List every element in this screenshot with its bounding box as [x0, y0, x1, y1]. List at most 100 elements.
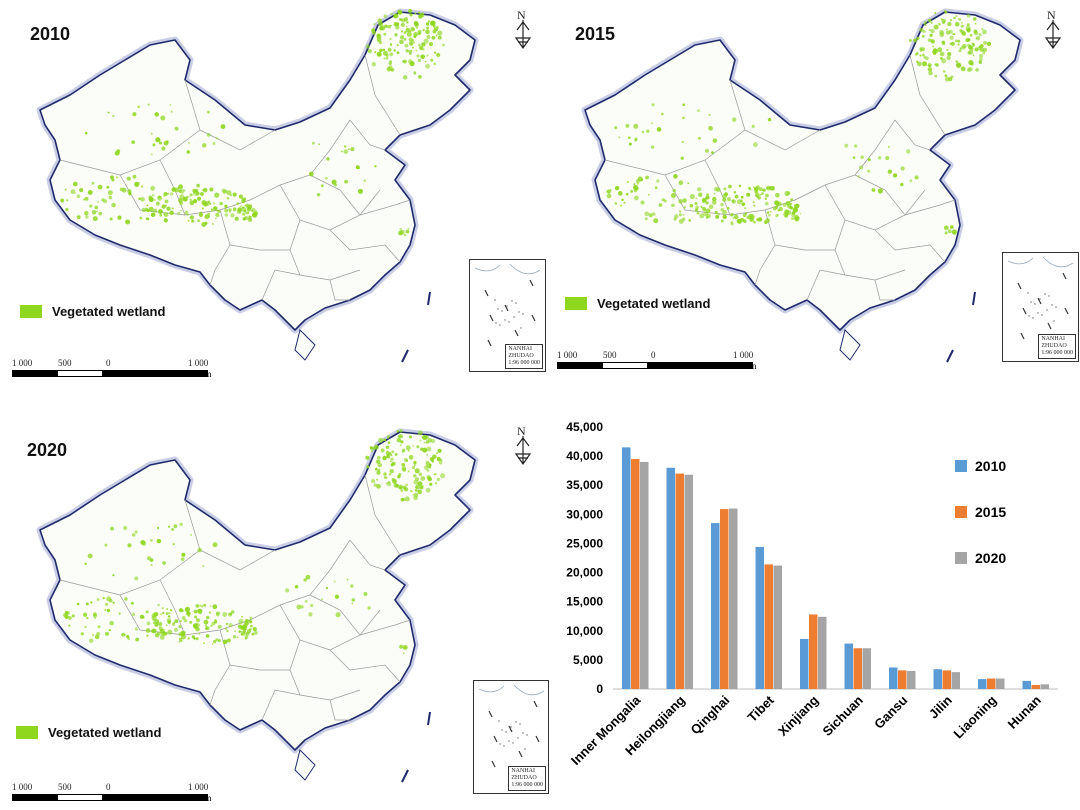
- wetland-patch: [765, 193, 769, 198]
- wetland-patch: [417, 58, 421, 63]
- taiwan-island: [972, 291, 976, 306]
- wetland-patch: [413, 32, 418, 37]
- wetland-patch: [138, 197, 141, 201]
- wetland-patch: [401, 463, 405, 467]
- y-tick-label: 40,000: [566, 449, 603, 463]
- island-dot: [1037, 312, 1039, 314]
- wetland-patch: [958, 49, 962, 53]
- wetland-patch: [957, 39, 961, 43]
- wetland-patch: [84, 196, 89, 201]
- wetland-patch: [413, 464, 416, 467]
- wetland-patch: [145, 628, 151, 633]
- wetland-patch: [321, 184, 324, 188]
- wetland-patch: [871, 188, 876, 192]
- wetland-patch: [199, 604, 202, 607]
- wetland-patch: [647, 193, 650, 196]
- wetland-patch: [178, 640, 181, 643]
- wetland-patch: [789, 202, 793, 206]
- wetland-patch: [983, 40, 988, 45]
- wetland-patch: [654, 186, 658, 190]
- wetland-patch: [722, 193, 728, 199]
- wetland-patch: [178, 625, 182, 629]
- wetland-patch: [222, 639, 228, 645]
- wetland-patch: [154, 622, 159, 627]
- wetland-patch: [640, 178, 643, 182]
- wetland-patch: [211, 621, 216, 626]
- wetland-patch: [149, 195, 153, 199]
- wetland-patch: [436, 52, 441, 57]
- wetland-patch: [606, 189, 611, 194]
- wetland-patch: [106, 185, 110, 189]
- island-dot: [495, 322, 497, 324]
- wetland-patch: [366, 465, 370, 469]
- wetland-patch: [770, 186, 775, 191]
- scale-unit: km: [200, 369, 212, 379]
- wetland-patch: [187, 219, 190, 222]
- wetland-patch: [959, 47, 962, 50]
- wetland-patch: [700, 205, 702, 208]
- wetland-patch: [398, 472, 402, 476]
- wetland-patch: [234, 630, 236, 632]
- wetland-patch: [183, 631, 186, 634]
- wetland-patch: [197, 196, 202, 201]
- country-border: [39, 431, 476, 751]
- wetland-patch: [746, 192, 751, 197]
- wetland-patch: [374, 165, 377, 168]
- wetland-patch: [383, 438, 387, 442]
- wetland-patch: [389, 60, 392, 63]
- wetland-patch: [726, 197, 731, 202]
- wetland-patch: [408, 50, 412, 54]
- wetland-patch: [756, 185, 760, 189]
- wetland-patch: [101, 198, 105, 202]
- wetland-patch: [680, 156, 684, 160]
- wetland-patch: [156, 631, 161, 636]
- province-boundary: [874, 279, 895, 301]
- north-arrow-icon: N: [1042, 8, 1064, 52]
- wetland-patch: [950, 41, 955, 46]
- wetland-patch: [758, 187, 763, 192]
- wetland-patch: [656, 127, 662, 132]
- wetland-patch: [190, 533, 193, 536]
- legend-swatch-2015: [955, 506, 967, 518]
- wetland-patch: [753, 142, 758, 148]
- wetland-patch: [434, 482, 438, 485]
- wetland-patch: [413, 479, 419, 485]
- wetland-patch: [242, 206, 245, 209]
- wetland-patch: [925, 56, 929, 61]
- wetland-patch: [930, 39, 935, 44]
- wetland-patch: [76, 194, 81, 199]
- island-dot: [1055, 306, 1057, 308]
- wetland-patch: [972, 43, 975, 46]
- x-tick-label: Gansu: [871, 692, 910, 731]
- wetland-patch: [784, 190, 790, 196]
- wetland-patch: [141, 207, 147, 213]
- wetland-patch: [769, 210, 772, 213]
- wetland-patch: [413, 20, 419, 26]
- wetland-patch: [949, 225, 954, 229]
- china-map: [581, 8, 1024, 363]
- wetland-patch: [231, 610, 235, 614]
- wetland-patch: [169, 103, 172, 106]
- wetland-patch: [634, 195, 639, 201]
- wetland-patch: [296, 604, 302, 610]
- wetland-patch: [438, 460, 443, 465]
- wetland-patch: [442, 43, 445, 47]
- wetland-patch: [168, 612, 171, 615]
- wetland-patch: [64, 614, 69, 620]
- wetland-patch: [305, 574, 311, 580]
- wetland-patch: [244, 635, 249, 639]
- wetland-patch: [946, 30, 951, 35]
- wetland-patch: [954, 21, 960, 27]
- legend-label: Vegetated wetland: [597, 296, 711, 311]
- wetland-patch: [626, 181, 629, 184]
- wetland-patch: [877, 188, 883, 194]
- island-mark: [401, 349, 409, 363]
- island-dot: [1028, 315, 1030, 317]
- wetland-patch: [733, 214, 739, 220]
- bar-2020-heilongjiang: [684, 474, 693, 689]
- wetland-patch: [656, 179, 660, 183]
- wetland-patch: [350, 147, 355, 152]
- wetland-patch: [424, 60, 427, 63]
- x-tick-label: Xinjiang: [775, 692, 821, 738]
- wetland-patch: [151, 629, 155, 633]
